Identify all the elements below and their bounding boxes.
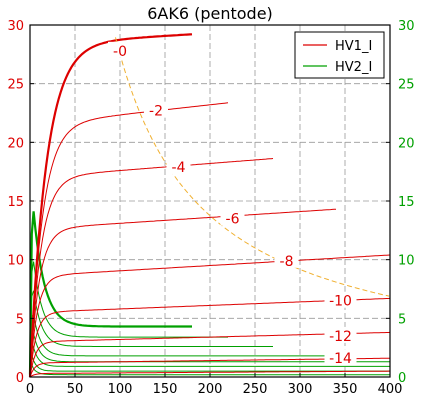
chart-title: 6AK6 (pentode) [147, 4, 273, 23]
series-line-hv2 [29, 343, 390, 375]
curve-label: -0 [113, 44, 127, 60]
legend: HV1_I HV2_I [294, 31, 385, 79]
ticks-layer: 0 50 100 150 200 250 300 350 4000510152025300510… [7, 19, 414, 397]
curve-label-background [324, 326, 357, 343]
curve-label: -6 [226, 212, 240, 228]
x-tick-label: 0 [26, 382, 34, 397]
x-tick-label: 50 [67, 382, 84, 397]
series-line-hv1 [29, 370, 390, 378]
curve-label-background [220, 209, 245, 226]
curve-label-background [274, 251, 299, 268]
y-tick-label: 25 [7, 78, 24, 93]
y2-tick-label: 20 [398, 136, 415, 151]
series-line-hv2 [29, 314, 336, 375]
y-tick-label: 30 [7, 19, 24, 34]
series-line-hv1 [29, 102, 229, 378]
x-tick-label: 300 [288, 382, 313, 397]
y-tick-label: 15 [7, 195, 24, 210]
series-line-hv2 [29, 290, 273, 375]
y-tick-label: 5 [16, 312, 24, 327]
curve-label: -10 [329, 294, 352, 310]
x-tick-label: 350 [333, 382, 358, 397]
curve-label-background [166, 157, 191, 174]
series-line-hv1 [29, 208, 337, 378]
y2-tick-label: 30 [398, 19, 415, 34]
curve-label: -12 [329, 329, 352, 345]
curve-label-background [324, 349, 357, 366]
x-tick-label: 400 [378, 382, 403, 397]
y2-tick-label: 0 [398, 371, 406, 386]
series-line-hv1 [29, 254, 391, 378]
x-tick-label: 200 [198, 382, 223, 397]
curves-layer [28, 33, 391, 378]
legend-label: HV2_I [335, 60, 372, 75]
curve-label-background [144, 101, 168, 118]
legend-label: HV1_I [335, 39, 372, 54]
curve-label-background [324, 291, 357, 308]
y2-tick-label: 10 [398, 254, 415, 269]
curve-label: -8 [280, 254, 294, 270]
y2-tick-label: 25 [398, 78, 415, 93]
series-line-hv1 [28, 33, 193, 378]
x-tick-label: 100 [108, 382, 133, 397]
y-tick-label: 0 [16, 371, 24, 386]
curve-label: -14 [329, 351, 352, 367]
y-tick-label: 10 [7, 254, 24, 269]
x-tick-label: 250 [243, 382, 268, 397]
series-line-hv2 [28, 211, 192, 375]
curve-label: -4 [172, 160, 186, 176]
grid-layer [30, 25, 390, 377]
series-line-hv1 [29, 158, 274, 378]
y-tick-label: 20 [7, 136, 24, 151]
curve-labels-layer: -0 -2 -4 -6 -8 -10 -12 -14 [108, 41, 357, 367]
legend-box [294, 31, 385, 79]
pd-max-curve [115, 37, 390, 297]
curve-label-background [108, 41, 132, 58]
y2-tick-label: 15 [398, 195, 415, 210]
curve-label: -2 [149, 104, 163, 120]
y2-tick-label: 5 [398, 312, 406, 327]
x-tick-label: 150 [153, 382, 178, 397]
